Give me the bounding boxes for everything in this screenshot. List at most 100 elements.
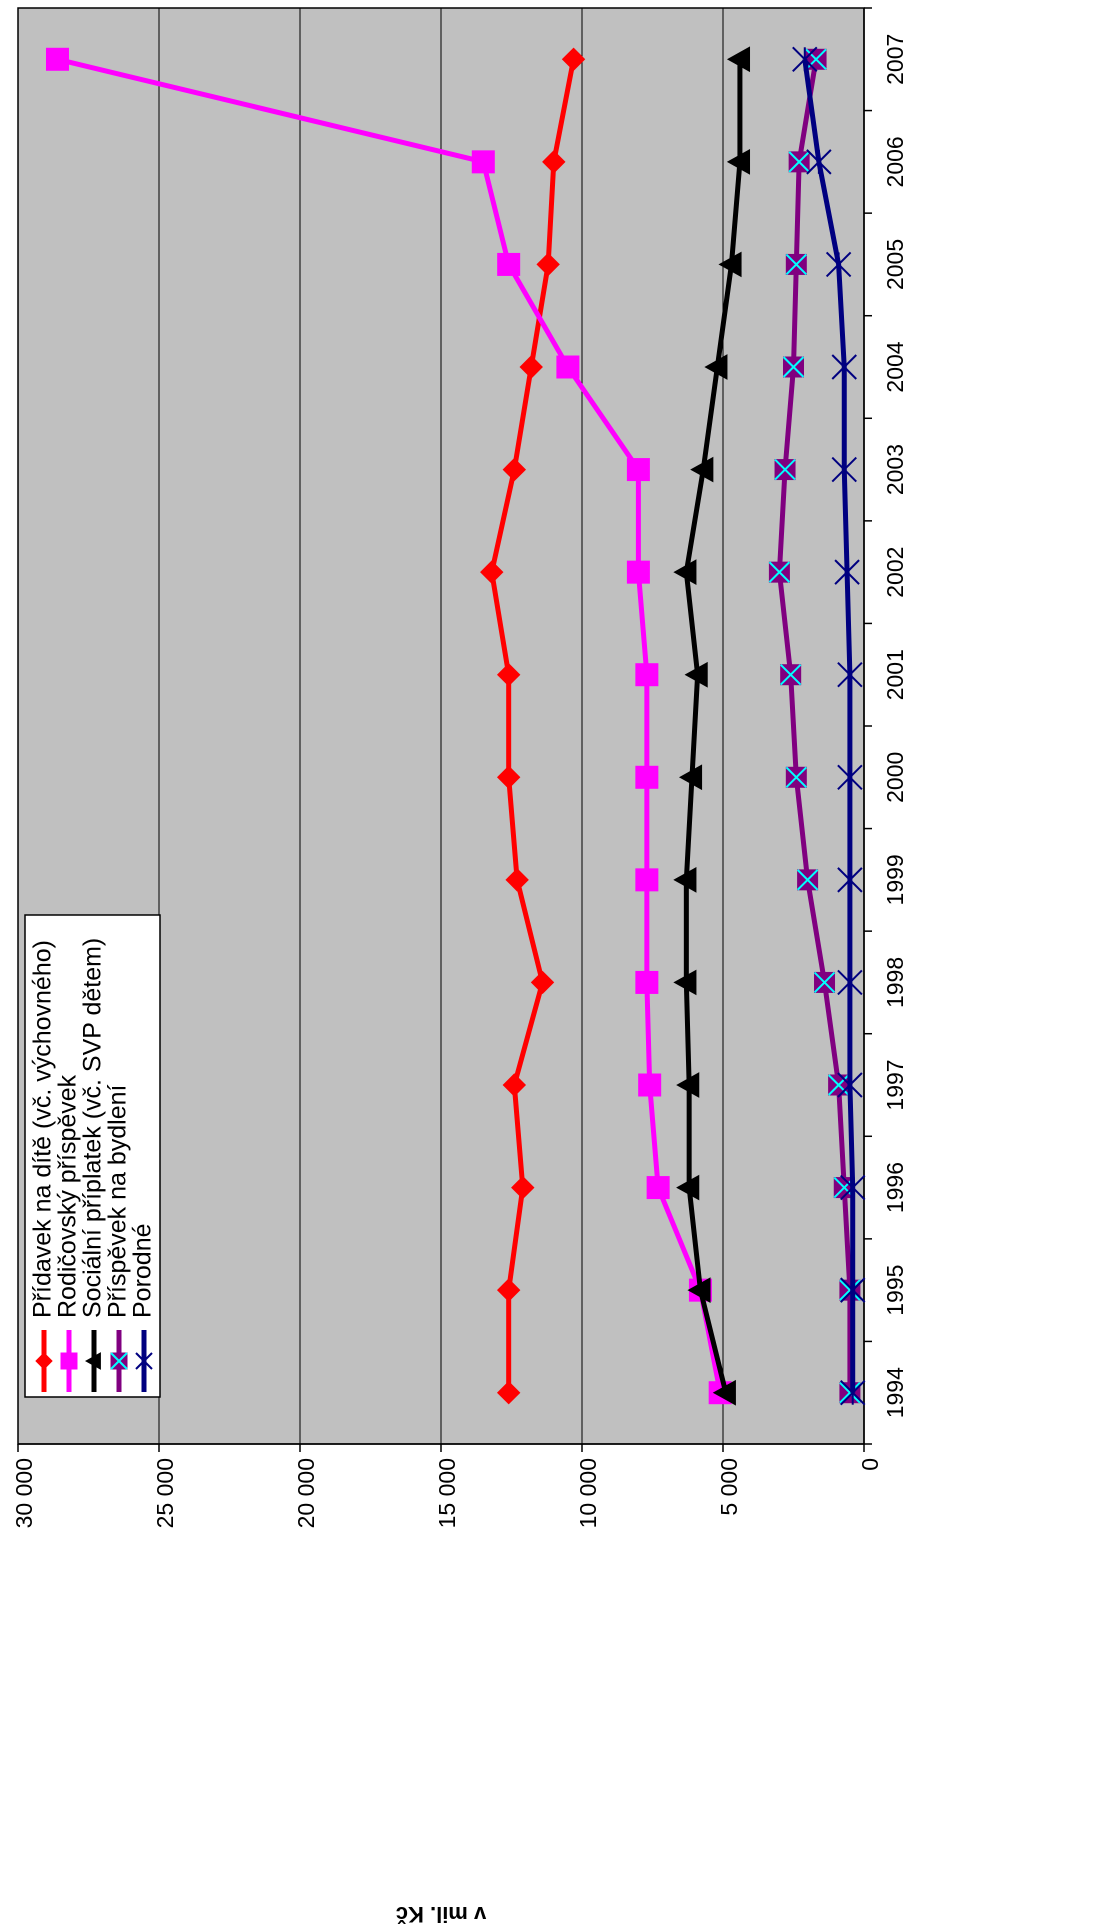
data-point <box>556 355 580 379</box>
category-tick-label: 2005 <box>882 239 908 290</box>
data-point <box>497 252 521 276</box>
data-point <box>684 661 708 688</box>
category-tick-label: 2002 <box>882 547 908 598</box>
legend-label: Porodné <box>129 1223 157 1318</box>
category-tick-label: 2006 <box>882 136 908 187</box>
data-point <box>84 1352 101 1370</box>
data-point <box>496 765 521 789</box>
legend-label: Přídavek na dítě (vč. výchovného) <box>29 940 57 1318</box>
data-point <box>635 663 659 687</box>
series-2 <box>45 47 732 1405</box>
legend: Přídavek na dítě (vč. výchovného)Rodičov… <box>24 914 161 1398</box>
data-point <box>635 765 659 789</box>
legend-box <box>24 914 161 1398</box>
legend-label: Sociální příplatek (vč. SVP dětem) <box>79 938 107 1318</box>
value-tick-label: 10 000 <box>575 1458 601 1528</box>
data-point <box>839 1382 861 1404</box>
series-1 <box>480 47 586 1405</box>
series-5 <box>792 46 866 1406</box>
category-tick-label: 1996 <box>882 1162 908 1213</box>
data-point <box>825 251 852 278</box>
data-point-cross <box>796 869 819 891</box>
data-point <box>779 664 802 686</box>
data-point-cross <box>788 151 810 173</box>
category-tick-label: 1994 <box>882 1367 908 1418</box>
data-point <box>480 560 504 584</box>
category-tick-label: 2007 <box>882 34 908 85</box>
legend-entry-1: Přídavek na dítě (vč. výchovného) <box>29 940 57 1392</box>
data-point <box>60 1352 78 1370</box>
data-point <box>635 868 659 892</box>
category-tick-label: 2000 <box>882 752 908 803</box>
series-line <box>56 56 723 1394</box>
value-tick-label: 15 000 <box>434 1458 460 1528</box>
legend-entry-5: Porodné <box>129 1223 157 1392</box>
data-point <box>673 969 697 996</box>
value-tick-label: 5 000 <box>716 1458 742 1516</box>
data-point <box>678 764 703 791</box>
data-point <box>831 354 857 380</box>
series-line <box>776 58 853 1393</box>
data-point <box>785 766 808 788</box>
data-point <box>561 47 586 71</box>
series-3 <box>673 46 751 1406</box>
data-point <box>511 1175 535 1200</box>
data-point <box>635 970 659 994</box>
data-point-cross <box>774 458 796 481</box>
data-point-cross <box>827 1074 850 1096</box>
data-point <box>726 46 751 73</box>
data-point <box>839 1279 861 1301</box>
data-point-cross <box>785 766 808 788</box>
series-line <box>489 58 576 1393</box>
data-point <box>718 251 742 278</box>
value-tick-label: 0 <box>857 1458 883 1471</box>
data-point <box>519 355 543 379</box>
data-point <box>676 1072 700 1098</box>
legend-label: Rodičovský příspěvek <box>54 1074 82 1318</box>
data-point <box>837 867 863 893</box>
data-point-cross <box>785 253 808 276</box>
data-point <box>837 1072 863 1098</box>
data-point <box>676 1174 700 1201</box>
data-point <box>726 149 751 175</box>
data-point-cross <box>839 1279 861 1301</box>
data-point <box>837 969 863 996</box>
data-point-cross <box>805 48 827 70</box>
data-point <box>813 971 836 994</box>
data-point-cross <box>839 1382 861 1404</box>
category-tick-label: 1998 <box>882 957 908 1008</box>
data-point <box>785 253 808 276</box>
data-point <box>626 560 650 584</box>
category-tick-label: 2001 <box>882 649 908 700</box>
category-tick-label: 1999 <box>882 854 908 905</box>
data-point <box>788 151 810 173</box>
data-point <box>646 1176 670 1200</box>
data-point <box>135 1352 153 1370</box>
data-point <box>626 458 650 482</box>
data-point-cross <box>110 1352 128 1370</box>
value-tick-label: 30 000 <box>11 1458 37 1528</box>
data-point <box>712 1379 736 1406</box>
series-line <box>802 58 856 1393</box>
data-point <box>687 1277 711 1303</box>
data-point <box>768 561 791 583</box>
data-point <box>542 150 566 174</box>
data-point <box>831 456 857 483</box>
data-point-cross <box>768 561 791 583</box>
data-point <box>496 1278 521 1302</box>
data-point <box>840 1174 866 1201</box>
category-tick-label: 2004 <box>882 341 908 392</box>
data-point <box>35 1352 53 1370</box>
data-point <box>840 1277 866 1303</box>
data-point <box>496 663 521 687</box>
data-point <box>536 252 560 277</box>
data-point <box>110 1352 128 1370</box>
data-point <box>673 867 697 893</box>
legend-label: Příspěvek na bydlení <box>104 1084 132 1318</box>
legend-entry-3: Sociální příplatek (vč. SVP dětem) <box>79 938 107 1392</box>
value-tick-label: 25 000 <box>152 1458 178 1528</box>
data-point <box>502 457 527 482</box>
value-tick-label: 20 000 <box>293 1458 319 1528</box>
data-point <box>796 869 819 891</box>
